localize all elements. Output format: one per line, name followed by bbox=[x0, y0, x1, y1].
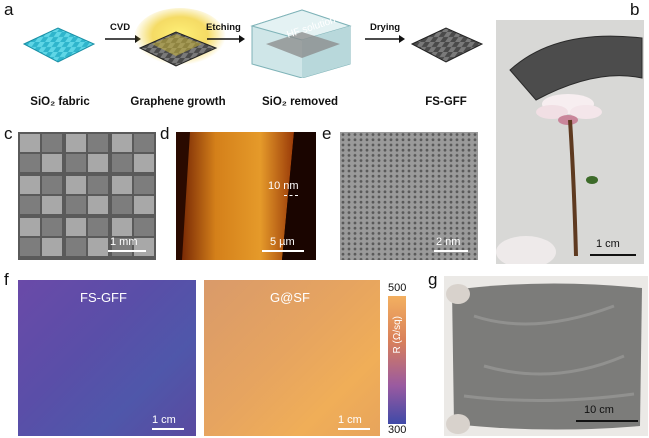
graphene-growth-illustration bbox=[134, 8, 226, 68]
scale-bar-label-c: 1 mm bbox=[110, 236, 138, 248]
arrow-right-icon bbox=[207, 35, 245, 43]
fs-gff-illustration bbox=[410, 27, 484, 63]
scale-bar-label-g: 10 cm bbox=[584, 404, 614, 416]
panel-label-b: b bbox=[630, 0, 640, 19]
panel-label-d: d bbox=[160, 124, 170, 143]
scale-bar-c bbox=[108, 250, 146, 252]
scale-bar-e bbox=[434, 250, 468, 252]
step-label-sio2-removed: SiO₂ removed bbox=[261, 96, 339, 108]
afm-image bbox=[176, 132, 316, 260]
hf-etching-beaker-illustration: HF solution bbox=[250, 9, 352, 78]
panel-label-e: e bbox=[322, 124, 332, 143]
arrow-right-icon bbox=[365, 35, 405, 43]
arrow-label-etching: Etching bbox=[206, 22, 241, 33]
map-title-fs-gff: FS-GFF bbox=[80, 290, 127, 305]
panel-label-a: a bbox=[4, 0, 14, 19]
scale-bar-label-d: 5 µm bbox=[270, 236, 295, 248]
step-label-fs-gff: FS-GFF bbox=[425, 96, 467, 108]
colorbar-max-label: 500 bbox=[388, 282, 407, 294]
scale-bar-d bbox=[262, 250, 304, 252]
scale-bar-g bbox=[576, 420, 638, 422]
scale-bar-label-f-right: 1 cm bbox=[338, 414, 362, 426]
resistance-map-fs-gff bbox=[18, 280, 196, 436]
resistance-map-g-sf bbox=[204, 280, 380, 436]
scale-bar-f-right bbox=[338, 428, 370, 430]
scale-bar-b bbox=[590, 254, 636, 256]
panel-label-f: f bbox=[4, 270, 9, 289]
panel-label-g: g bbox=[428, 270, 438, 289]
flower-photo bbox=[496, 20, 644, 264]
hrtem-image bbox=[340, 132, 478, 260]
colorbar bbox=[388, 296, 406, 424]
panel-label-c: c bbox=[4, 124, 13, 143]
large-fabric-photo bbox=[444, 276, 648, 436]
colorbar-min-label: 300 bbox=[388, 424, 407, 436]
step-label-sio2-fabric: SiO₂ fabric bbox=[30, 96, 90, 108]
sio2-fabric-illustration bbox=[22, 27, 96, 63]
step-label-graphene-growth: Graphene growth bbox=[130, 96, 226, 108]
arrow-label-drying: Drying bbox=[370, 22, 401, 33]
scale-bar-f-left bbox=[152, 428, 184, 430]
colorbar-axis-label: R (Ω/sq) bbox=[392, 316, 403, 354]
scale-bar-label-e: 2 nm bbox=[436, 236, 461, 248]
map-title-g-sf: G@SF bbox=[270, 290, 310, 305]
sem-image-fabric bbox=[18, 132, 156, 260]
height-label-d: 10 nm bbox=[268, 180, 299, 192]
height-marker-d bbox=[284, 195, 298, 196]
scale-bar-label-f-left: 1 cm bbox=[152, 414, 176, 426]
arrow-label-cvd: CVD bbox=[110, 22, 131, 33]
scale-bar-label-b: 1 cm bbox=[596, 238, 620, 250]
